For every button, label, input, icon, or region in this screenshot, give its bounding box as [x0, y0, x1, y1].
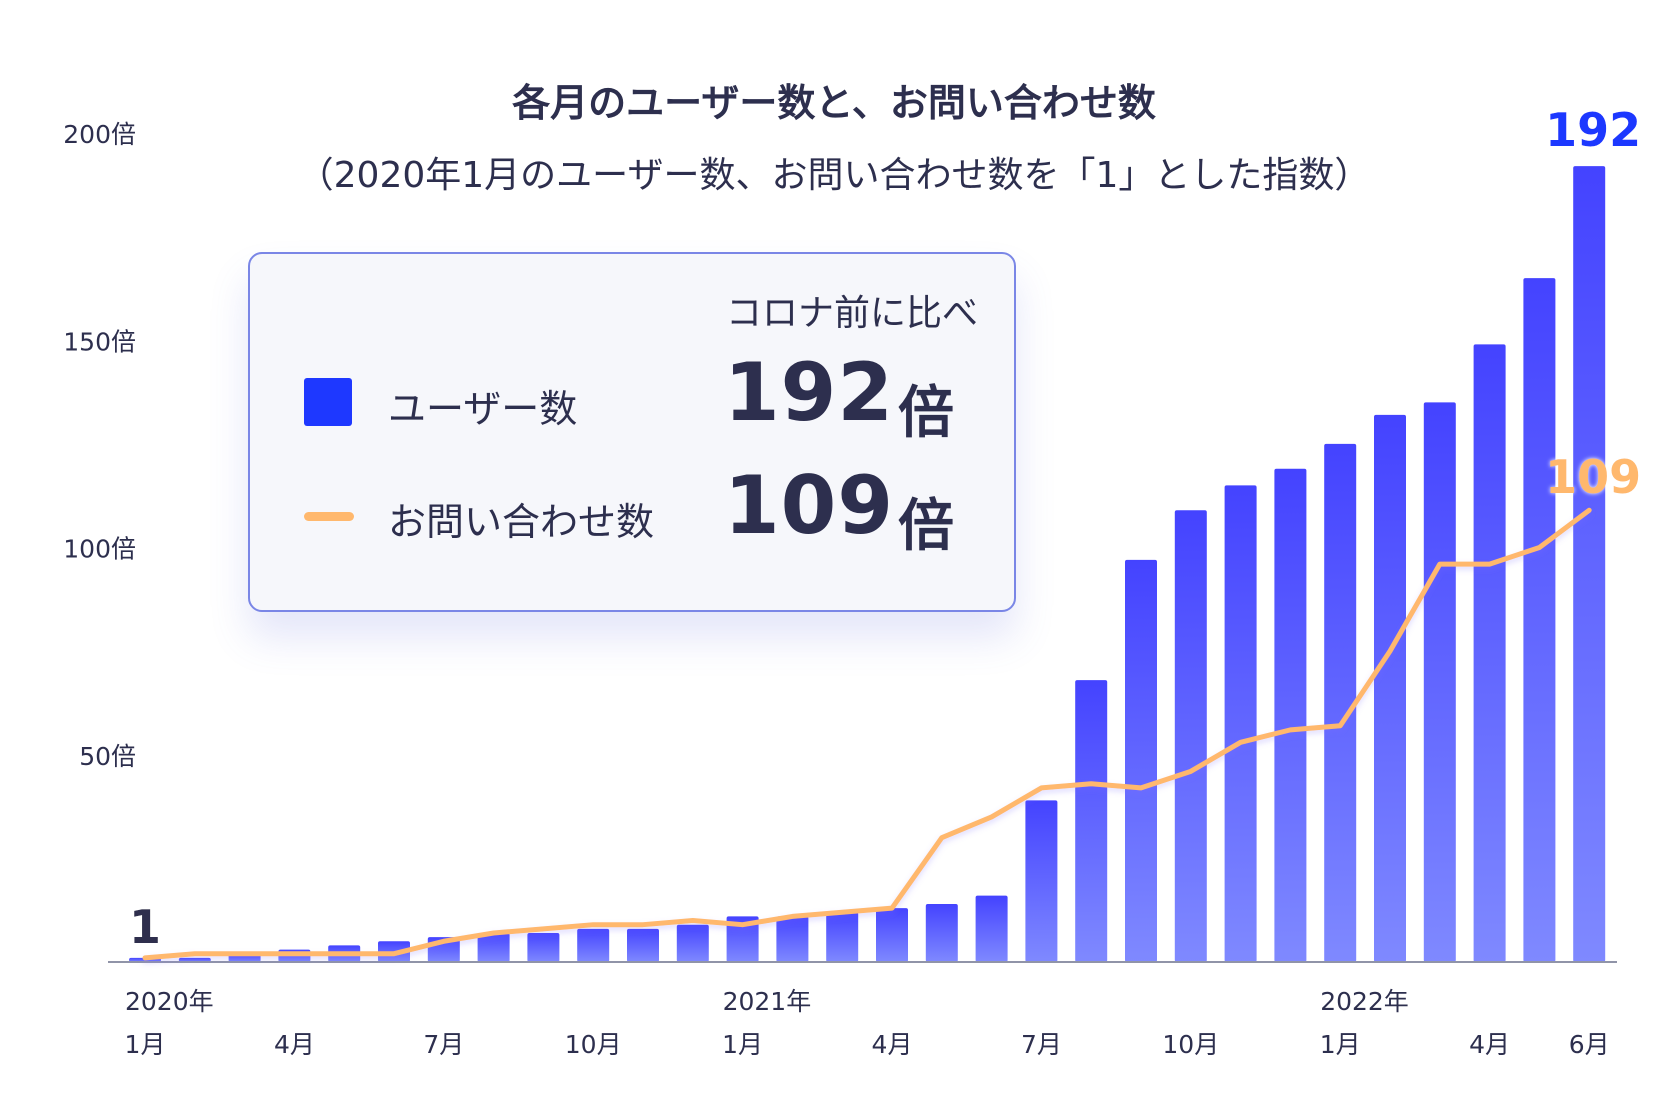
user-bar: [776, 916, 809, 962]
user-bar: [1125, 559, 1157, 962]
x-month-label: 4月: [1469, 1030, 1510, 1059]
users-unit: 倍: [898, 381, 954, 446]
x-month-label: 1月: [125, 1030, 166, 1059]
chart-title: 各月のユーザー数と、お問い合わせ数: [512, 81, 1156, 125]
user-bar: [178, 957, 211, 962]
last-users-value-label: 192: [1545, 103, 1641, 157]
value-labels: 1 192 109: [129, 103, 1641, 954]
user-bar: [826, 912, 859, 962]
user-bars: [129, 166, 1606, 962]
user-bar: [676, 924, 709, 962]
x-month-label: 4月: [872, 1030, 913, 1059]
x-month-label: 1月: [722, 1030, 763, 1059]
y-tick-label: 150倍: [63, 327, 136, 356]
x-month-label: 1月: [1320, 1030, 1361, 1059]
legend-box: コロナ前に比べ ユーザー数 192 倍 お問い合わせ数 109 倍: [248, 252, 1016, 612]
x-month-label: 6月: [1569, 1030, 1610, 1059]
x-month-label: 4月: [274, 1030, 315, 1059]
x-month-label: 7月: [423, 1030, 464, 1059]
first-value-label: 1: [129, 900, 161, 954]
y-tick-label: 200倍: [63, 120, 136, 149]
user-bar: [627, 928, 659, 962]
x-year-label: 2020年: [125, 987, 214, 1016]
user-bar: [1274, 468, 1307, 962]
x-month-label: 10月: [565, 1030, 622, 1059]
user-bar: [1174, 510, 1207, 962]
user-bar: [1374, 414, 1406, 962]
y-tick-label: 100倍: [63, 535, 136, 564]
chart-subtitle: （2020年1月のユーザー数、お問い合わせ数を「1」とした指数）: [297, 155, 1371, 196]
user-bar: [577, 928, 610, 962]
inquiry-line: [142, 507, 1592, 961]
users-swatch: [304, 378, 352, 426]
user-bar: [1423, 402, 1456, 962]
y-tick-label: 50倍: [79, 742, 136, 771]
inquiries-unit: 倍: [898, 494, 954, 559]
legend-header: コロナ前に比べ: [725, 293, 978, 334]
user-bar: [925, 903, 958, 962]
x-axis-labels: 2020年 2021年 2022年 1月 4月 7月 10月 1月 4月 7月 10月 1月 4月 6月: [125, 987, 1610, 1059]
user-bar: [1324, 443, 1357, 962]
user-bar: [527, 932, 560, 962]
x-month-label: 10月: [1162, 1030, 1219, 1059]
x-month-label: 7月: [1021, 1030, 1062, 1059]
user-bar: [1473, 344, 1506, 962]
inquiries-swatch: [304, 512, 354, 521]
inquiries-label: お問い合わせ数: [388, 500, 655, 544]
y-axis-ticks: 200倍 150倍 100倍 50倍: [63, 120, 136, 771]
user-bar: [975, 895, 1008, 962]
user-bar: [876, 908, 908, 962]
last-inquiries-value-label: 109: [1545, 450, 1641, 504]
user-bar: [1075, 680, 1108, 962]
user-bar: [477, 932, 510, 962]
user-bar: [1523, 278, 1556, 962]
x-year-label: 2021年: [723, 987, 812, 1016]
user-bar: [1573, 166, 1606, 962]
x-year-label: 2022年: [1320, 987, 1409, 1016]
inquiries-value: 109: [724, 459, 894, 552]
legend-row-users: ユーザー数 192 倍: [304, 346, 954, 456]
user-bar: [1025, 800, 1058, 962]
user-bar: [1224, 485, 1257, 962]
users-label: ユーザー数: [388, 387, 578, 431]
legend-row-inquiries: お問い合わせ数 109 倍: [304, 459, 954, 569]
users-value: 192: [724, 346, 894, 439]
user-bar: [726, 916, 759, 962]
